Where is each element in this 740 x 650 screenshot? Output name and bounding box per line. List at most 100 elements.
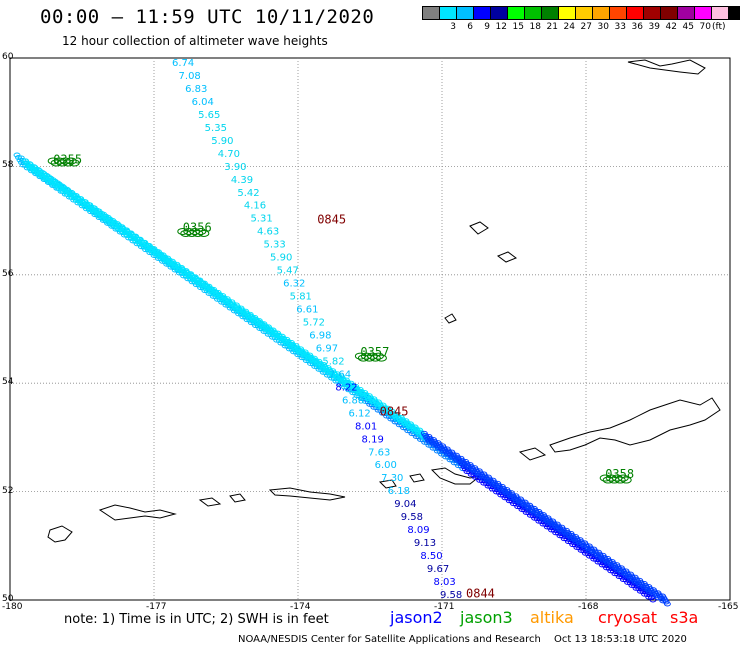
pass-time-label: 0845 [380,405,409,419]
color-scale-label: 27 [580,22,592,32]
map-subtitle: 12 hour collection of altimeter wave hei… [62,34,328,48]
swath-mark [65,157,77,165]
y-tick-label: 50 [2,594,14,604]
wave-height-label: 7.63 [368,447,390,458]
wave-height-label: 5.31 [250,214,272,225]
wave-height-label: 6.61 [296,305,318,316]
wave-height-label: 7.30 [381,473,403,484]
swath-mark [375,354,387,362]
color-scale-label: 45 [682,22,694,32]
coastline-near-islands [47,525,73,543]
y-tick-label: 60 [2,52,14,62]
wave-height-label: 5.35 [205,123,227,134]
wave-height-label: 7.08 [179,71,201,82]
mission-label: s3a [670,608,699,627]
pass-time-label: 0355 [53,153,82,167]
wave-height-label: 6.04 [192,97,214,108]
color-scale-cell [728,6,740,20]
wave-height-label: 8.01 [355,421,377,432]
x-tick-label: -180 [2,602,23,612]
wave-height-label: 9.13 [414,538,436,549]
color-scale-unit: (ft) [712,22,726,32]
wave-height-label: 8.50 [420,551,442,562]
x-tick-label: -174 [290,602,311,612]
swath-mark [13,152,21,158]
wave-height-label: 4.70 [218,149,240,160]
wave-height-label: 9.67 [427,564,449,575]
color-scale-label: 3 [450,22,456,32]
mission-label: jason3 [460,608,513,627]
wave-height-label: 8.22 [335,382,357,393]
swath-mark [620,476,632,484]
wave-height-label: 6.00 [375,460,397,471]
wave-height-label: 5.72 [303,318,325,329]
coastline-islets [198,473,425,507]
coastline-alaska-peninsula [549,397,721,453]
coastline-aleutians-west [98,504,177,521]
coastline-aleutians-central [268,487,346,501]
pass-time-label: 0844 [466,586,495,600]
swath-mark [17,155,25,161]
credit-line: NOAA/NESDIS Center for Satellite Applica… [238,634,541,645]
color-scale-labels: 3 6 9 12 15 18 21 24 27 30 33 36 39 42 45 70 [422,22,711,32]
pass-time-label: 0356 [183,220,212,234]
generated-timestamp: Oct 13 18:53:18 UTC 2020 [554,634,687,645]
wave-height-label: 8.19 [362,434,384,445]
x-tick-label: -168 [578,602,599,612]
map-title: 00:00 – 11:59 UTC 10/11/2020 [40,6,375,28]
color-scale-label: 70 [699,22,711,32]
wave-height-label: 9.58 [440,590,462,601]
wave-height-label: 5.47 [277,266,299,277]
wave-height-label: 6.12 [348,408,370,419]
swath-mark [649,597,657,603]
swath-mark [198,229,210,237]
wave-height-label: 6.18 [388,486,410,497]
y-tick-label: 56 [2,268,14,279]
wave-height-label: 4.63 [257,227,279,238]
wave-height-label: 6.74 [172,58,194,69]
swath-mark [62,159,74,167]
wave-height-label: 5.82 [322,356,344,367]
y-tick-label: 58 [2,160,14,171]
wave-height-label: 5.65 [198,110,220,121]
wave-height-label: 6.97 [316,343,338,354]
wave-height-label: 4.16 [244,201,266,212]
wave-height-label: 5.33 [264,240,286,251]
color-scale-label: 24 [563,22,575,32]
wave-height-label: 8.03 [433,577,455,588]
swath-mark [192,229,204,237]
swath-mark [614,476,626,484]
coastline-alaska-north [627,59,706,75]
coastline-st-lawrence-small [496,251,518,263]
swath-mark [195,227,207,235]
x-tick-label: -177 [146,602,167,612]
map-frame [9,57,731,601]
swath-mark [663,601,671,607]
wave-height-label: 5.90 [211,136,233,147]
color-scale-label: 33 [614,22,626,32]
x-tick-label: -171 [434,602,455,612]
wave-height-label: 5.42 [237,188,259,199]
color-scale-label: 21 [546,22,558,32]
y-tick-label: 54 [2,377,14,388]
altimeter-tracks [13,152,671,607]
x-tick-label: -165 [718,602,739,612]
pass-time-label: 0845 [317,212,346,226]
color-scale-label: 39 [648,22,660,32]
track-value-labels: 6.74 7.08 6.83 6.04 5.65 5.35 5.90 4.70 3.90 4.39… [53,58,634,601]
pass-time-label: 0357 [360,345,389,359]
swath-mark [617,474,629,482]
wave-height-label: 5.81 [290,292,312,303]
wave-height-label: 5.90 [270,253,292,264]
coastline-pribilof [444,313,457,324]
pass-time-label: 0358 [605,467,634,481]
color-scale-label: 30 [597,22,609,32]
wave-height-label: 6.98 [309,330,331,341]
coastline-st-matthew-island [469,221,489,235]
wave-height-label: 7.64 [329,369,351,380]
color-scale-label: 6 [467,22,473,32]
swath-mark [369,354,381,362]
swath-mark [68,159,80,167]
color-scale-bar [422,6,740,20]
